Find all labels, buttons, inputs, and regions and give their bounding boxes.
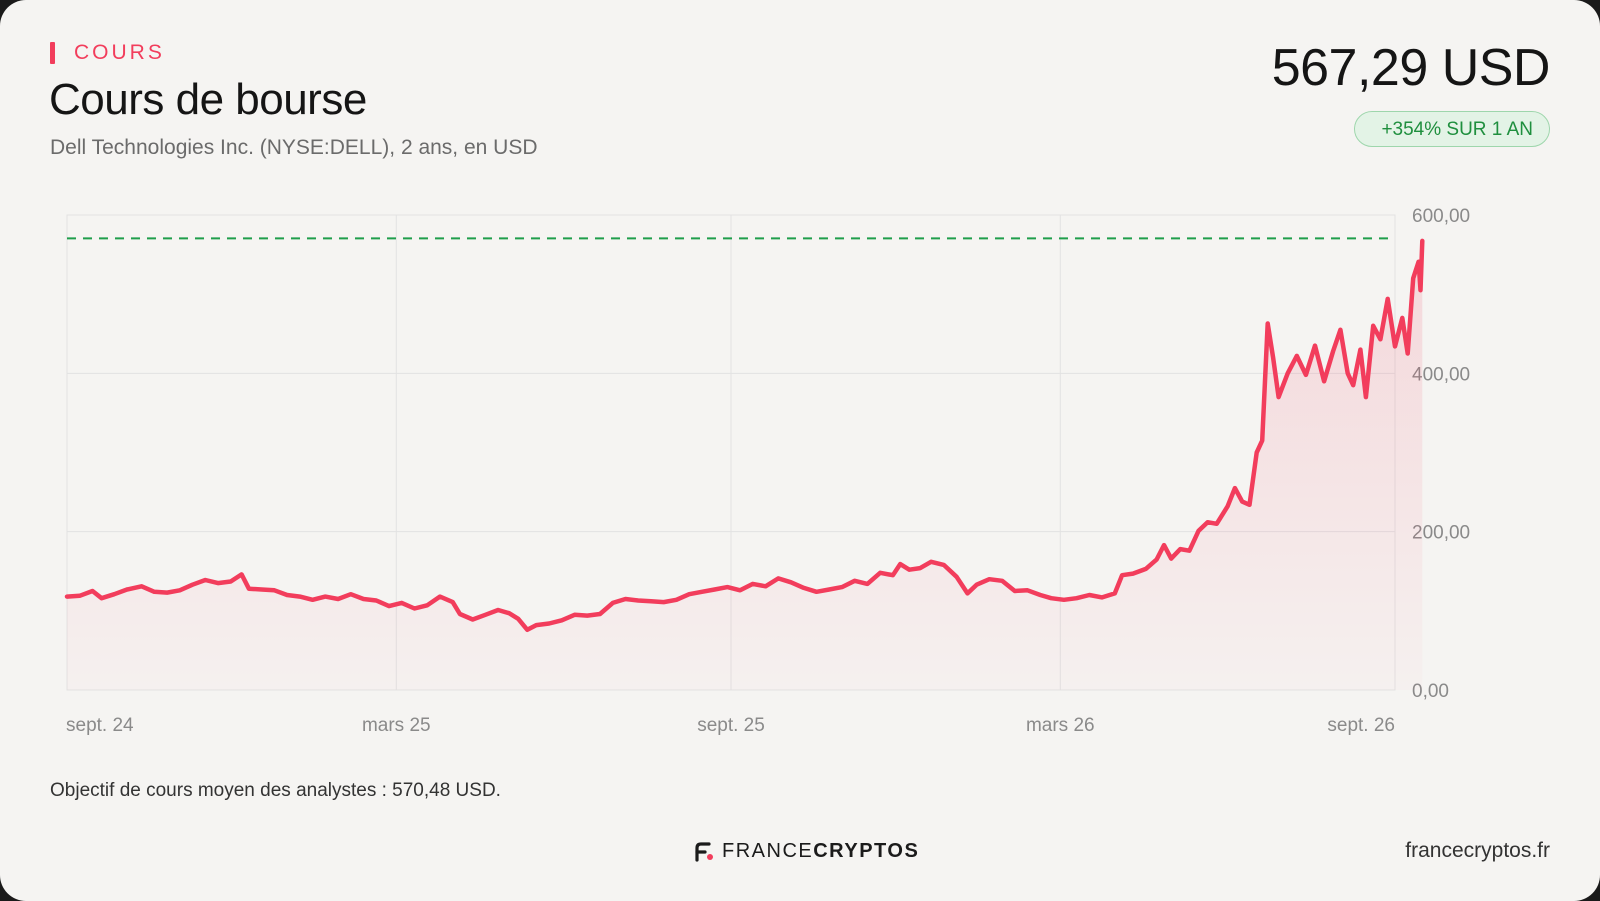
series-area xyxy=(67,240,1423,690)
x-tick-label: sept. 26 xyxy=(1327,715,1395,736)
x-tick-label: mars 25 xyxy=(362,715,431,736)
y-tick-label: 200,00 xyxy=(1412,523,1470,544)
page-title: Cours de bourse xyxy=(49,75,367,124)
x-tick-label: sept. 24 xyxy=(66,715,134,736)
brand-name-bold: CRYPTOS xyxy=(813,840,920,862)
eyebrow-label: COURS xyxy=(74,41,165,64)
change-badge: +354% SUR 1 AN xyxy=(1354,111,1550,147)
brand-logo: FRANCE CRYPTOS xyxy=(694,840,919,863)
brand-mark-icon xyxy=(695,841,713,862)
eyebrow: COURS xyxy=(50,41,165,65)
y-tick-label: 600,00 xyxy=(1412,206,1470,227)
page-subtitle: Dell Technologies Inc. (NYSE:DELL), 2 an… xyxy=(50,136,538,159)
brand-name-light: FRANCE xyxy=(722,840,814,862)
current-price: 567,29 USD xyxy=(1271,39,1551,97)
y-tick-label: 400,00 xyxy=(1412,364,1470,385)
x-tick-label: mars 26 xyxy=(1026,715,1095,736)
series-line xyxy=(64,238,1425,633)
site-url[interactable]: francecryptos.fr xyxy=(1405,839,1550,862)
x-tick-label: sept. 25 xyxy=(697,715,765,736)
eyebrow-accent-bar xyxy=(50,42,55,64)
analyst-target-note: Objectif de cours moyen des analystes : … xyxy=(50,780,501,801)
